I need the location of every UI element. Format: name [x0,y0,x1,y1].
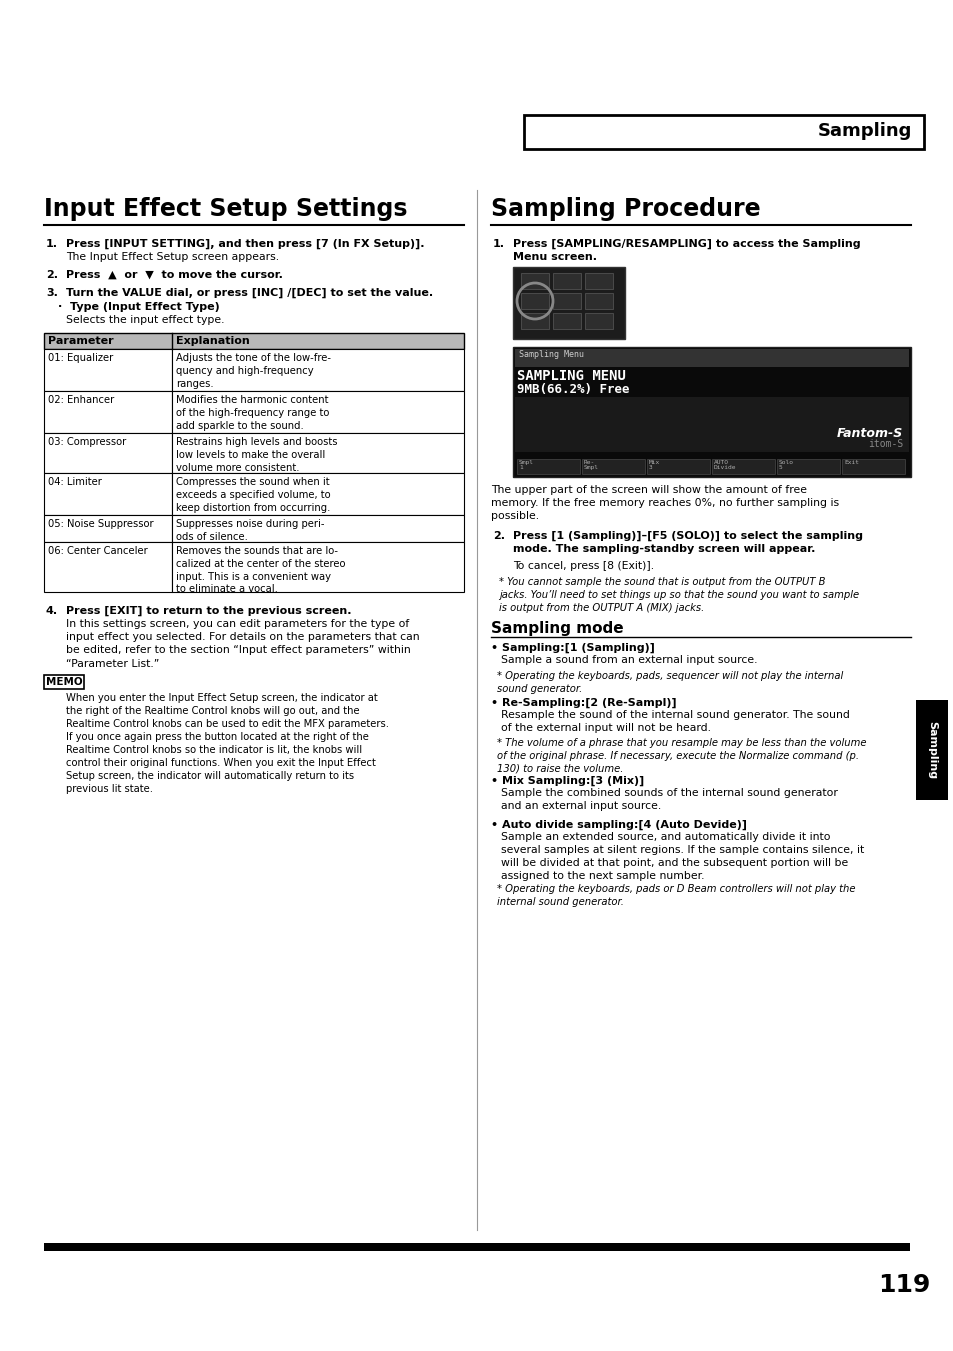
Text: Press [INPUT SETTING], and then press [7 (In FX Setup)].: Press [INPUT SETTING], and then press [7… [66,239,424,250]
Text: Sampling Procedure: Sampling Procedure [491,197,760,222]
Text: 119: 119 [877,1273,929,1297]
Bar [584,293,613,309]
Bar [584,313,613,330]
Text: AUTO
Divide: AUTO Divide [713,459,736,470]
Bar [44,515,172,542]
Bar [520,313,548,330]
Text: Mix
3: Mix 3 [648,459,659,470]
Text: Sampling Menu: Sampling Menu [518,350,583,359]
Text: 01: Equalizer: 01: Equalizer [48,353,113,363]
Text: Adjusts the tone of the low-fre-
quency and high-frequency
ranges.: Adjusts the tone of the low-fre- quency … [175,353,331,389]
Text: * Operating the keyboards, pads or D Beam controllers will not play the
internal: * Operating the keyboards, pads or D Bea… [497,884,855,907]
Text: Explanation: Explanation [175,336,250,346]
Bar [172,349,463,390]
Text: Fantom-S: Fantom-S [836,427,902,440]
Bar [515,397,908,453]
Bar [553,293,580,309]
Text: Input Effect Setup Settings: Input Effect Setup Settings [44,197,407,222]
Bar [523,115,923,149]
Text: 03: Compressor: 03: Compressor [48,436,126,447]
Bar [44,390,172,434]
Bar [841,459,904,474]
Text: Press  ▲  or  ▼  to move the cursor.: Press ▲ or ▼ to move the cursor. [66,270,283,280]
Bar [172,515,463,542]
Text: Press [1 (Sampling)]–[F5 (SOLO)] to select the sampling
mode. The sampling-stand: Press [1 (Sampling)]–[F5 (SOLO)] to sele… [513,531,862,554]
Bar [915,700,947,800]
Text: Sample a sound from an external input source.: Sample a sound from an external input so… [500,655,757,665]
Text: Solo
5: Solo 5 [779,459,793,470]
Text: * You cannot sample the sound that is output from the OUTPUT B
jacks. You’ll nee: * You cannot sample the sound that is ou… [498,577,859,612]
Text: The upper part of the screen will show the amount of free
memory. If the free me: The upper part of the screen will show t… [491,485,839,521]
Text: itom-S: itom-S [867,439,902,449]
Bar [44,473,172,515]
Text: Exit: Exit [843,459,858,465]
Text: Parameter: Parameter [48,336,113,346]
Bar [513,267,624,339]
Text: * The volume of a phrase that you resample may be less than the volume
of the or: * The volume of a phrase that you resamp… [497,738,865,774]
Bar [172,390,463,434]
Text: • Re-Sampling:[2 (Re-Sampl)]: • Re-Sampling:[2 (Re-Sampl)] [491,698,676,708]
Text: 04: Limiter: 04: Limiter [48,477,102,486]
Bar [553,273,580,289]
Text: Sampling: Sampling [817,122,911,141]
Bar [584,273,613,289]
Bar [44,349,172,390]
Bar [711,459,774,474]
Bar [44,434,172,473]
Text: Sample an extended source, and automatically divide it into
several samples at s: Sample an extended source, and automatic… [500,832,863,881]
Text: 1.: 1. [493,239,504,249]
Text: The Input Effect Setup screen appears.: The Input Effect Setup screen appears. [66,253,279,262]
Bar [44,542,172,592]
Text: Re-
Smpl: Re- Smpl [583,459,598,470]
Text: 4.: 4. [46,607,58,616]
Text: Selects the input effect type.: Selects the input effect type. [66,315,224,326]
Text: 2.: 2. [493,531,504,540]
Text: 2.: 2. [46,270,58,280]
Bar [553,313,580,330]
Text: Resample the sound of the internal sound generator. The sound
of the external in: Resample the sound of the internal sound… [500,711,849,734]
Text: Restrains high levels and boosts
low levels to make the overall
volume more cons: Restrains high levels and boosts low lev… [175,436,337,473]
Text: • Sampling:[1 (Sampling)]: • Sampling:[1 (Sampling)] [491,643,654,654]
Text: 05: Noise Suppressor: 05: Noise Suppressor [48,519,153,530]
Text: MEMO: MEMO [46,677,83,688]
Text: Modifies the harmonic content
of the high-frequency range to
add sparkle to the : Modifies the harmonic content of the hig… [175,394,329,431]
Text: Sampling: Sampling [926,721,936,780]
Text: When you enter the Input Effect Setup screen, the indicator at
the right of the : When you enter the Input Effect Setup sc… [66,693,389,794]
Text: In this settings screen, you can edit parameters for the type of
input effect yo: In this settings screen, you can edit pa… [66,619,419,669]
Text: 9MB(66.2%) Free: 9MB(66.2%) Free [517,382,629,396]
Text: To cancel, press [8 (Exit)].: To cancel, press [8 (Exit)]. [513,561,654,571]
Text: * Operating the keyboards, pads, sequencer will not play the internal
sound gene: * Operating the keyboards, pads, sequenc… [497,671,842,694]
Bar [172,434,463,473]
Bar [517,459,579,474]
Bar [520,293,548,309]
Text: Suppresses noise during peri-
ods of silence.: Suppresses noise during peri- ods of sil… [175,519,324,542]
Bar [776,459,840,474]
Bar [44,332,463,349]
Bar [44,1243,909,1251]
Bar [513,347,910,477]
Text: ·  Type (Input Effect Type): · Type (Input Effect Type) [58,303,219,312]
Text: Smpl
1: Smpl 1 [518,459,534,470]
Bar [520,273,548,289]
Text: 1.: 1. [46,239,58,249]
Text: Sample the combined sounds of the internal sound generator
and an external input: Sample the combined sounds of the intern… [500,788,837,811]
Text: Press [EXIT] to return to the previous screen.: Press [EXIT] to return to the previous s… [66,607,351,616]
Bar [515,349,908,367]
Text: Turn the VALUE dial, or press [INC] /[DEC] to set the value.: Turn the VALUE dial, or press [INC] /[DE… [66,288,433,299]
Text: 06: Center Canceler: 06: Center Canceler [48,546,148,557]
Text: Removes the sounds that are lo-
calized at the center of the stereo
input. This : Removes the sounds that are lo- calized … [175,546,345,594]
Text: Press [SAMPLING/RESAMPLING] to access the Sampling
Menu screen.: Press [SAMPLING/RESAMPLING] to access th… [513,239,860,262]
Text: Compresses the sound when it
exceeds a specified volume, to
keep distortion from: Compresses the sound when it exceeds a s… [175,477,331,512]
Bar [581,459,644,474]
Text: SAMPLING MENU: SAMPLING MENU [517,369,625,382]
Bar [646,459,709,474]
Text: 3.: 3. [46,288,58,299]
Text: • Mix Sampling:[3 (Mix)]: • Mix Sampling:[3 (Mix)] [491,775,643,786]
Text: Sampling mode: Sampling mode [491,621,623,636]
Bar [172,473,463,515]
Text: • Auto divide sampling:[4 (Auto Devide)]: • Auto divide sampling:[4 (Auto Devide)] [491,820,746,831]
Bar [172,542,463,592]
Text: 02: Enhancer: 02: Enhancer [48,394,114,405]
